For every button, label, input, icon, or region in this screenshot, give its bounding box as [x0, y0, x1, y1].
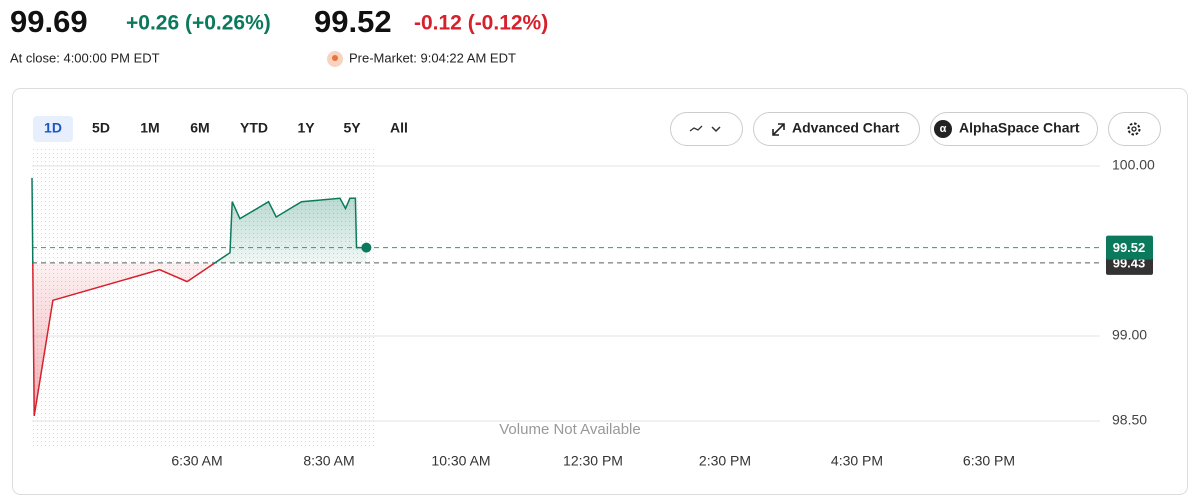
dropdown-button[interactable]	[670, 112, 743, 146]
reference-label-bg	[1106, 235, 1153, 260]
x-tick-label: 12:30 PM	[563, 453, 623, 469]
tab-label: 1D	[44, 120, 62, 136]
tab-selected-bg	[33, 116, 73, 142]
tab[interactable]: All	[390, 120, 408, 136]
tab-label: YTD	[240, 120, 268, 136]
settings-button[interactable]	[1108, 112, 1161, 146]
x-tick-label: 6:30 PM	[963, 453, 1015, 469]
x-tick-label: 8:30 AM	[303, 453, 354, 469]
close-label: At close: 4:00:00 PM EDT	[10, 50, 160, 65]
annotation: Volume Not Available	[499, 421, 640, 438]
tab-label: All	[390, 120, 408, 136]
tab-label: 5Y	[343, 120, 361, 136]
button-label: Advanced Chart	[792, 120, 900, 136]
x-tick-label: 4:30 PM	[831, 453, 883, 469]
pre-change: -0.12 (-0.12%)	[414, 12, 548, 35]
premarket-icon-sun	[332, 55, 338, 61]
alphaspace-chart-button[interactable]: α AlphaSpace Chart	[930, 112, 1098, 146]
pre-label: Pre-Market: 9:04:22 AM EDT	[349, 50, 516, 65]
tab[interactable]: 6M	[190, 120, 209, 136]
tab-label: 5D	[92, 120, 110, 136]
advanced-chart-button[interactable]: Advanced Chart	[753, 112, 920, 146]
x-tick-label: 10:30 AM	[431, 453, 490, 469]
y-tick-label: 100.00	[1112, 157, 1155, 173]
tab-label: 6M	[190, 120, 209, 136]
tab[interactable]: 1D	[33, 116, 73, 142]
change: +0.26 (+0.26%)	[126, 12, 271, 35]
last-point	[361, 242, 372, 253]
tab-label: 1M	[140, 120, 159, 136]
tab[interactable]: 1Y	[297, 120, 315, 136]
y-tick-label: 98.50	[1112, 412, 1147, 428]
pre-price: 99.52	[314, 4, 392, 39]
premarket-shade	[32, 148, 374, 446]
tab[interactable]: 5D	[92, 120, 110, 136]
y-tick-label: 99.00	[1112, 327, 1147, 343]
x-tick-label: 2:30 PM	[699, 453, 751, 469]
svg-text:α: α	[940, 123, 947, 135]
tab[interactable]: 1M	[140, 120, 159, 136]
price: 99.69	[10, 4, 88, 39]
tab[interactable]: YTD	[240, 120, 268, 136]
tab[interactable]: 5Y	[343, 120, 361, 136]
button-label: AlphaSpace Chart	[959, 120, 1080, 136]
reference-label: 99.52	[1113, 240, 1146, 255]
price-line	[31, 177, 367, 417]
x-tick-label: 6:30 AM	[171, 453, 222, 469]
tab-label: 1Y	[297, 120, 315, 136]
price-area	[32, 177, 367, 416]
